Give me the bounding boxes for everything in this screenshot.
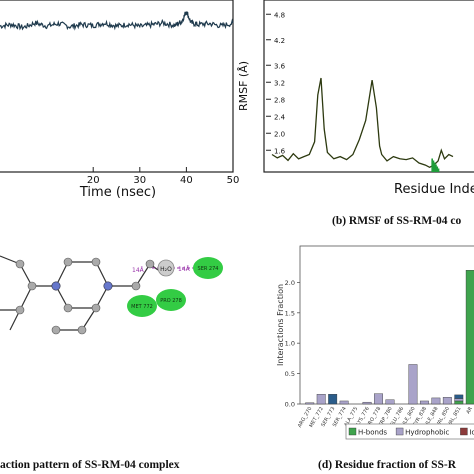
- panel-d-bar: [442, 397, 452, 405]
- ligand-atom: [91, 303, 101, 313]
- water-node: [157, 259, 175, 277]
- panel-d-bar: [362, 401, 372, 405]
- panel-d-y-tick-label: 0.0: [285, 401, 295, 409]
- bond-distance-label-1: 14Å: [132, 267, 145, 274]
- panel-d-y-ticks: 0.0 0.5 1.0 1.5 2.0: [285, 279, 300, 409]
- panel-b-y-tick-label: 2.0: [274, 130, 285, 138]
- panel-d-bar: [454, 398, 464, 402]
- panel-d: 0.00.51.01.52.0 ARG_270MET_772SER_773SER…: [276, 245, 474, 440]
- ligand-atom: [51, 325, 61, 335]
- panel-b-y-tick-label: 3.6: [274, 62, 286, 70]
- panel-b-y-axis-label: RMSF (Å): [237, 61, 250, 111]
- panel-a-x-tick-label: 20: [87, 175, 100, 186]
- panel-b-y-tick-label: 1.6: [274, 147, 286, 155]
- panel-d-bar: [316, 394, 326, 405]
- panel-d-y-tick-label: 0.5: [285, 370, 295, 378]
- panel-d-y-tick-label: 1.5: [285, 309, 295, 317]
- ligand-atom: [63, 303, 73, 313]
- ligand-atom: [15, 305, 25, 315]
- panel-a-x-ticks: 20 30 40 50: [87, 167, 240, 186]
- residue-label-ser274: SER 274: [198, 266, 219, 272]
- panel-b-y-tick-label: 2.4: [274, 113, 286, 121]
- panel-b-series-line: [271, 77, 454, 169]
- panel-d-bar: [374, 393, 383, 405]
- panel-d-frame: [299, 245, 474, 405]
- panel-d-legend-label: Io: [469, 429, 474, 437]
- panel-d-bar: [385, 399, 395, 405]
- panel-d-legend-label: Hydrophobic: [405, 429, 449, 437]
- panel-a-x-tick-label: 50: [227, 175, 240, 186]
- panel-d-y-axis-label: Interactions Fraction: [276, 284, 285, 366]
- panel-b-y-tick-label: 2.8: [274, 96, 285, 104]
- residue-label-pro278: PRO 278: [160, 298, 182, 304]
- panel-a: 20 30 40 50 Time (nsec): [0, 0, 239, 200]
- ligand-atom: [77, 325, 87, 335]
- ligand-atom: [63, 257, 73, 267]
- panel-a-series-line: [0, 11, 234, 31]
- residue-node-met772: [127, 295, 157, 317]
- panel-a-x-axis-label: Time (nsec): [79, 185, 156, 200]
- panel-a-x-tick-label: 30: [133, 175, 146, 186]
- panel-b-frame: [263, 0, 474, 173]
- panel-d-bar: [339, 400, 349, 405]
- bond-distance-label-2: 14Å: [178, 266, 191, 273]
- panel-b-contact-bars: [431, 158, 440, 172]
- panel-d-bar: [419, 400, 429, 405]
- residue-node-pro278: [156, 289, 186, 311]
- panel-b: 1.6 2.0 2.4 2.8 3.2 3.6 4.2 4.8 RMSF (Å) Residu…: [237, 0, 474, 197]
- panel-a-x-tick-label: 40: [180, 175, 193, 186]
- panel-d-bar: [454, 400, 464, 405]
- panel-d-x-tick-label: AR: [465, 406, 474, 415]
- panel-d-legend-box: [345, 423, 474, 440]
- panel-b-x-axis-label: Residue Inde: [394, 182, 474, 197]
- panel-d-legend-label: H-bonds: [358, 429, 387, 437]
- panel-d-legend-swatch: [348, 427, 357, 436]
- panel-d-bar: [454, 394, 464, 399]
- caption-b: (b) RMSF of SS-RM-04 co: [332, 215, 462, 227]
- panel-b-y-tick-label: 4.2: [274, 37, 285, 45]
- ligand-nitrogen-atom: [51, 281, 61, 291]
- ligand-atom: [131, 281, 141, 291]
- ligand-atom: [15, 259, 25, 269]
- panel-d-legend-swatch: [460, 427, 468, 436]
- panel-a-frame: [0, 0, 234, 173]
- panel-d-bar: [431, 397, 441, 405]
- caption-c: action pattern of SS-RM-04 complex: [0, 459, 180, 471]
- panel-d-bar: [305, 402, 315, 405]
- panel-b-y-tick-label: 3.2: [274, 79, 285, 87]
- panel-c: 14Å 14Å H₂O SER 274 PRO 278 MET 772: [0, 255, 223, 335]
- panel-d-legend-swatch: [395, 427, 404, 436]
- residue-node-ser274: [193, 257, 223, 279]
- ligand-atom: [91, 257, 101, 267]
- caption-d: (d) Residue fraction of SS-R: [318, 459, 457, 471]
- panel-d-bar: [408, 364, 418, 405]
- ligand-atom: [145, 259, 155, 269]
- panel-d-legend: H-bonds Hydrophobic Io: [348, 427, 474, 437]
- residue-label-met772: MET 772: [131, 304, 153, 310]
- panel-d-y-tick-label: 2.0: [285, 279, 295, 287]
- panel-d-y-tick-label: 1.0: [285, 340, 295, 348]
- panel-d-bar: [465, 270, 474, 405]
- ligand-atom: [27, 281, 37, 291]
- ligand-nitrogen-atom: [103, 281, 113, 291]
- panel-b-y-ticks: 1.6 2.0 2.4 2.8 3.2 3.6 4.2 4.8: [266, 11, 286, 155]
- panel-d-bars: [305, 270, 474, 405]
- panel-b-y-tick-label: 4.8: [274, 11, 285, 19]
- panel-d-bar: [328, 394, 338, 405]
- ligand-atoms: [15, 257, 155, 335]
- water-label: H₂O: [160, 266, 172, 273]
